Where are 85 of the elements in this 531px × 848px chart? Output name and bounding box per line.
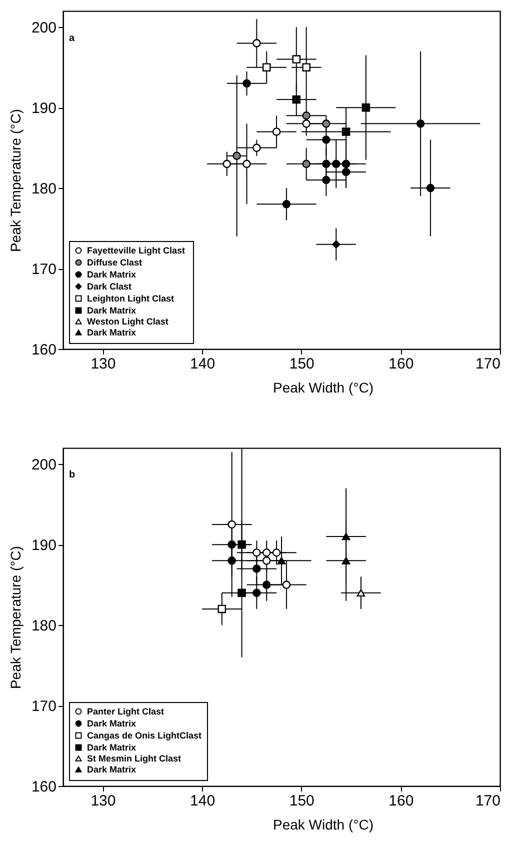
x-tick-label: 170 bbox=[475, 356, 500, 372]
point bbox=[292, 95, 301, 104]
point bbox=[332, 160, 340, 168]
y-tick-label: 160 bbox=[31, 778, 56, 796]
point bbox=[282, 200, 291, 208]
x-tick-label: 140 bbox=[190, 792, 216, 810]
x-tick-label: 150 bbox=[289, 792, 314, 810]
point bbox=[277, 557, 286, 564]
point bbox=[322, 120, 330, 128]
y-tick-label: 180 bbox=[31, 618, 56, 635]
legend-label: Dark Matrix bbox=[87, 718, 136, 728]
point bbox=[262, 556, 271, 565]
point bbox=[426, 184, 435, 192]
y-tick-label: 200 bbox=[31, 456, 56, 474]
point bbox=[302, 111, 310, 120]
x-axis-title: Peak Width (°C) bbox=[272, 816, 374, 832]
point bbox=[322, 160, 330, 168]
x-tick-label: 160 bbox=[388, 792, 414, 810]
point bbox=[228, 540, 236, 549]
y-tick-label: 190 bbox=[31, 537, 56, 554]
legend-label: Panter Light Clast bbox=[87, 706, 164, 716]
legend-label: Dark Clast bbox=[87, 282, 132, 292]
x-tick-label: 130 bbox=[90, 792, 116, 810]
point bbox=[332, 240, 340, 249]
point bbox=[322, 136, 330, 144]
legend-label: Diffuse Clast bbox=[87, 258, 142, 268]
point bbox=[218, 604, 226, 614]
y-axis-title: Peak Temperature (°C) bbox=[7, 546, 24, 690]
legend-label: Dark Matrix bbox=[87, 742, 136, 752]
y-tick-label: 180 bbox=[31, 180, 56, 198]
text: b bbox=[68, 470, 76, 480]
point bbox=[272, 128, 281, 136]
point bbox=[302, 120, 310, 128]
point bbox=[342, 168, 350, 176]
point bbox=[262, 580, 271, 589]
point bbox=[302, 63, 310, 72]
point bbox=[252, 588, 261, 597]
point bbox=[238, 588, 246, 597]
x-tick-label: 170 bbox=[475, 792, 500, 810]
y-tick-label: 170 bbox=[31, 698, 56, 716]
point bbox=[262, 548, 271, 557]
legend-label: Fayetteville Light Clast bbox=[87, 246, 186, 256]
y-tick-label: 160 bbox=[31, 342, 56, 358]
point bbox=[252, 144, 261, 152]
point bbox=[356, 589, 366, 597]
y-tick-label: 200 bbox=[31, 20, 56, 37]
x-tick-label: 130 bbox=[90, 356, 116, 372]
legend-label: Cangas de Onis LightClast bbox=[87, 730, 202, 740]
x-axis-title: Peak Width (°C) bbox=[272, 380, 374, 396]
y-tick-label: 190 bbox=[31, 100, 56, 118]
y-axis-title: Peak Temperature (°C) bbox=[7, 108, 24, 252]
point bbox=[272, 548, 281, 557]
text: a bbox=[68, 33, 75, 44]
point bbox=[342, 128, 350, 136]
legend-label: Dark Matrix bbox=[87, 270, 136, 280]
legend-label: St Mesmin Light Clast bbox=[87, 754, 182, 764]
point bbox=[342, 532, 350, 540]
point bbox=[362, 103, 370, 112]
point bbox=[252, 564, 261, 573]
y-tick-label: 170 bbox=[31, 261, 56, 278]
point bbox=[252, 39, 261, 48]
point bbox=[262, 63, 271, 72]
point bbox=[228, 520, 236, 529]
legend-label: Dark Matrix bbox=[87, 764, 136, 774]
point bbox=[252, 548, 261, 557]
point bbox=[292, 55, 301, 64]
point bbox=[282, 580, 291, 589]
point bbox=[342, 557, 350, 564]
point bbox=[232, 152, 241, 160]
legend-label: Dark Matrix bbox=[87, 328, 136, 338]
legend-label: Weston Light Clast bbox=[87, 316, 168, 326]
point bbox=[302, 160, 310, 168]
x-tick-label: 140 bbox=[190, 356, 216, 372]
x-tick-label: 160 bbox=[388, 356, 414, 372]
point bbox=[322, 176, 330, 184]
x-tick-label: 150 bbox=[289, 356, 314, 372]
legend-label: Dark Matrix bbox=[87, 306, 136, 316]
point bbox=[242, 160, 251, 168]
legend-label: Leighton Light Clast bbox=[87, 294, 174, 304]
point bbox=[222, 160, 232, 168]
point bbox=[416, 120, 425, 128]
point bbox=[242, 79, 251, 88]
point bbox=[228, 556, 236, 565]
point bbox=[238, 540, 246, 549]
point bbox=[342, 160, 350, 168]
